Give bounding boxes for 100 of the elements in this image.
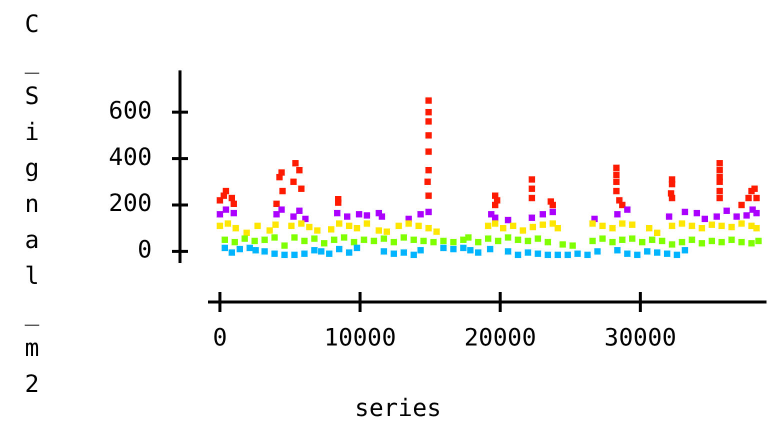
- point: [390, 250, 398, 257]
- point: [544, 252, 552, 258]
- point: [232, 238, 238, 246]
- point: [500, 225, 506, 232]
- point: [668, 190, 674, 197]
- point: [688, 236, 696, 243]
- point: [510, 222, 516, 230]
- point: [318, 248, 324, 255]
- point: [425, 97, 432, 104]
- point: [613, 172, 620, 178]
- point: [728, 236, 735, 243]
- point: [281, 242, 288, 249]
- point: [230, 200, 237, 208]
- point: [244, 230, 250, 236]
- point: [281, 252, 288, 258]
- point: [334, 210, 340, 216]
- point: [688, 222, 696, 230]
- x-tick-label: 20000: [464, 324, 536, 352]
- point: [639, 238, 646, 246]
- point: [380, 235, 388, 242]
- point: [682, 247, 688, 254]
- point: [514, 252, 522, 258]
- point: [589, 238, 596, 244]
- point: [698, 240, 706, 246]
- point: [216, 211, 224, 218]
- point: [714, 213, 720, 220]
- point: [614, 211, 621, 218]
- point: [380, 248, 388, 255]
- x-axis-title: series: [354, 394, 442, 422]
- point: [658, 238, 666, 244]
- point: [261, 248, 268, 255]
- point: [410, 252, 417, 258]
- point: [424, 178, 431, 185]
- point: [550, 202, 556, 208]
- point: [540, 211, 546, 218]
- point: [609, 238, 616, 246]
- point: [613, 188, 620, 194]
- point: [624, 250, 631, 257]
- point: [251, 238, 258, 244]
- point: [716, 160, 723, 166]
- point: [364, 220, 370, 227]
- point: [425, 208, 432, 216]
- point: [678, 238, 686, 246]
- point: [619, 220, 626, 227]
- point: [410, 236, 417, 243]
- point: [629, 235, 636, 242]
- point: [440, 244, 447, 252]
- point: [290, 213, 297, 220]
- point: [613, 178, 620, 185]
- point: [648, 236, 656, 243]
- point: [335, 196, 342, 202]
- point: [298, 186, 305, 192]
- point: [465, 234, 472, 241]
- point: [222, 244, 228, 252]
- point: [433, 228, 440, 235]
- point: [514, 236, 522, 243]
- point: [554, 252, 561, 258]
- point: [354, 225, 360, 232]
- point: [619, 202, 626, 208]
- point: [494, 238, 502, 244]
- point: [360, 236, 368, 243]
- point: [425, 108, 432, 116]
- point: [560, 241, 566, 248]
- point: [328, 226, 334, 233]
- point: [743, 212, 750, 219]
- point: [364, 212, 370, 219]
- point: [486, 246, 494, 252]
- point: [288, 222, 295, 230]
- point: [748, 240, 755, 246]
- point: [716, 167, 723, 174]
- point: [246, 244, 253, 252]
- point: [534, 250, 542, 257]
- point: [291, 252, 298, 258]
- point: [376, 227, 382, 234]
- point: [301, 250, 308, 257]
- point: [484, 222, 492, 230]
- point: [733, 213, 740, 220]
- point: [664, 250, 670, 257]
- point: [228, 249, 236, 256]
- point: [530, 224, 536, 230]
- point: [554, 225, 561, 232]
- point: [425, 225, 432, 232]
- point: [550, 208, 556, 216]
- point: [425, 148, 432, 155]
- point: [298, 220, 305, 227]
- point: [301, 238, 308, 244]
- point: [326, 250, 332, 257]
- point: [296, 208, 303, 214]
- point: [296, 167, 303, 174]
- point: [668, 222, 676, 230]
- point: [619, 236, 626, 243]
- point: [330, 236, 338, 243]
- point: [738, 238, 745, 246]
- point: [415, 222, 422, 230]
- text: C_Signal_m2: [24, 10, 40, 398]
- point: [311, 247, 318, 254]
- point: [698, 225, 706, 232]
- point: [346, 222, 352, 230]
- point: [236, 246, 243, 252]
- point: [278, 169, 285, 176]
